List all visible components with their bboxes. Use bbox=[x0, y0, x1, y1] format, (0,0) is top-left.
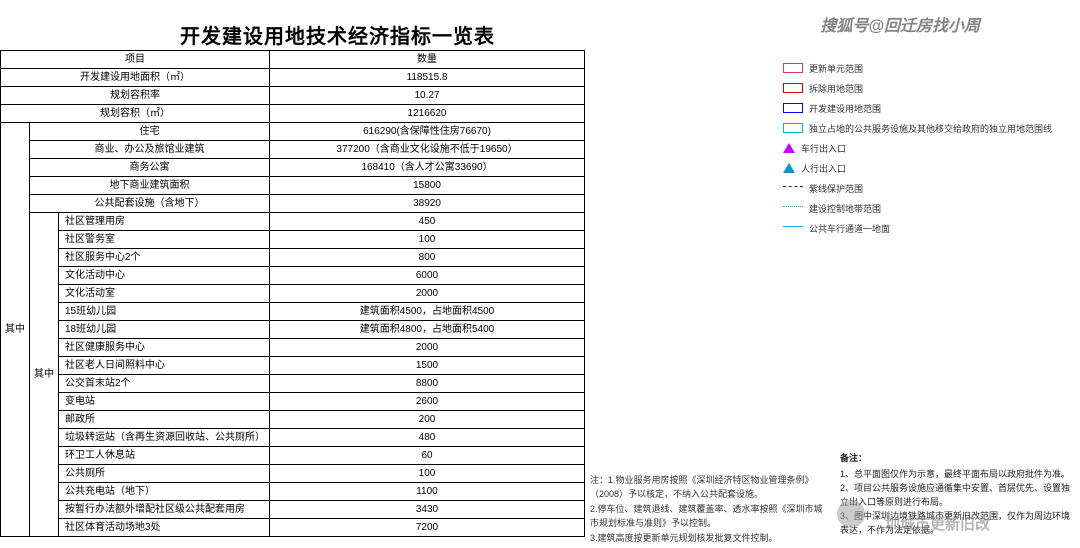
table-cell: 800 bbox=[270, 249, 585, 267]
footnote-line: 3.建筑高度按更新单元规划核发批复文件控制。 bbox=[590, 532, 830, 546]
legend-label: 开发建设用地范围 bbox=[809, 102, 881, 115]
table-cell: 15800 bbox=[270, 177, 585, 195]
table-cell: 数量 bbox=[270, 51, 585, 69]
table-cell: 2000 bbox=[270, 285, 585, 303]
table-cell: 变电站 bbox=[59, 393, 270, 411]
legend-item: 开发建设用地范围 bbox=[783, 98, 1052, 118]
indicators-table: 项目数量开发建设用地面积（㎡）118515.8规划容积率10.27规划容积（㎡）… bbox=[0, 50, 585, 537]
legend-swatch bbox=[783, 103, 803, 113]
table-cell: 规划容积（㎡） bbox=[1, 105, 270, 123]
table-cell: 社区体育活动场地3处 bbox=[59, 519, 270, 537]
table-cell: 公共充电站（地下） bbox=[59, 483, 270, 501]
legend-label: 拆除用地范围 bbox=[809, 82, 863, 95]
legend-swatch bbox=[783, 63, 803, 73]
legend-swatch bbox=[783, 226, 803, 236]
table-cell: 38920 bbox=[270, 195, 585, 213]
legend-item: 紫线保护范围 bbox=[783, 178, 1052, 198]
legend: 更新单元范围拆除用地范围开发建设用地范围独立占地的公共服务设施及其他移交给政府的… bbox=[783, 58, 1052, 238]
table-cell: 10.27 bbox=[270, 87, 585, 105]
table-cell: 建筑面积4500，占地面积4500 bbox=[270, 303, 585, 321]
table-cell: 其中 bbox=[1, 123, 30, 537]
table-cell: 建筑面积4800，占地面积5400 bbox=[270, 321, 585, 339]
legend-swatch bbox=[783, 83, 803, 93]
remark-heading: 备注： bbox=[840, 452, 1070, 466]
watermark: 搜狐号@回迁房找小周 bbox=[820, 12, 980, 36]
table-cell: 邮政所 bbox=[59, 411, 270, 429]
table-cell: 377200（含商业文化设施不低于19650） bbox=[270, 141, 585, 159]
table-cell: 450 bbox=[270, 213, 585, 231]
legend-label: 公共车行通道一地面 bbox=[809, 222, 890, 235]
legend-label: 车行出入口 bbox=[801, 142, 846, 155]
legend-item: 建设控制地带范围 bbox=[783, 198, 1052, 218]
legend-item: 公共车行通道一地面 bbox=[783, 218, 1052, 238]
table-cell: 社区健康服务中心 bbox=[59, 339, 270, 357]
legend-swatch bbox=[783, 206, 803, 216]
table-cell: 7200 bbox=[270, 519, 585, 537]
wechat-icon bbox=[837, 500, 865, 528]
table-cell: 公共厕所 bbox=[59, 465, 270, 483]
table-cell: 2600 bbox=[270, 393, 585, 411]
table-cell: 社区老人日间照料中心 bbox=[59, 357, 270, 375]
footnote-line: 2.停车位、建筑退线、建筑覆盖率、透水率按照《深圳市城市规划标准与准则》予以控制… bbox=[590, 503, 830, 530]
table-cell: 开发建设用地面积（㎡） bbox=[1, 69, 270, 87]
table-cell: 其中 bbox=[30, 213, 59, 537]
table-cell: 项目 bbox=[1, 51, 270, 69]
table-cell: 公交首末站2个 bbox=[59, 375, 270, 393]
legend-item: 车行出入口 bbox=[783, 138, 1052, 158]
legend-swatch bbox=[783, 163, 795, 173]
legend-item: 更新单元范围 bbox=[783, 58, 1052, 78]
footnote-line: 注：1.物业服务用房按照《深圳经济特区物业管理条例》（2008）予以核定，不纳入… bbox=[590, 474, 830, 501]
legend-label: 人行出入口 bbox=[801, 162, 846, 175]
table-cell: 社区警务室 bbox=[59, 231, 270, 249]
table-cell: 480 bbox=[270, 429, 585, 447]
legend-swatch bbox=[783, 186, 803, 196]
table-cell: 15班幼儿园 bbox=[59, 303, 270, 321]
table-cell: 8800 bbox=[270, 375, 585, 393]
table-cell: 住宅 bbox=[30, 123, 270, 141]
table-cell: 60 bbox=[270, 447, 585, 465]
table-cell: 2000 bbox=[270, 339, 585, 357]
table-cell: 公共配套设施（含地下） bbox=[30, 195, 270, 213]
table-cell: 环卫工人休息站 bbox=[59, 447, 270, 465]
table-cell: 6000 bbox=[270, 267, 585, 285]
table-cell: 118515.8 bbox=[270, 69, 585, 87]
page-title: 开发建设用地技术经济指标一览表 bbox=[180, 20, 495, 49]
table-cell: 200 bbox=[270, 411, 585, 429]
table-cell: 垃圾转运站（含再生资源回收站、公共厕所） bbox=[59, 429, 270, 447]
legend-item: 拆除用地范围 bbox=[783, 78, 1052, 98]
table-cell: 18班幼儿园 bbox=[59, 321, 270, 339]
remark-line: 2、项目公共服务设施应通循集中安置、首层优先、设置独立出入口等原则进行布局。 bbox=[840, 482, 1070, 510]
legend-label: 建设控制地带范围 bbox=[809, 202, 881, 215]
table-cell: 规划容积率 bbox=[1, 87, 270, 105]
table-cell: 文化活动中心 bbox=[59, 267, 270, 285]
table-cell: 616290(含保障性住房76670) bbox=[270, 123, 585, 141]
table-cell: 3430 bbox=[270, 501, 585, 519]
table-cell: 168410（含人才公寓33690） bbox=[270, 159, 585, 177]
remark-line: 1、总平面图仅作为示意，最终平面布局以政府批件为准。 bbox=[840, 468, 1070, 482]
table-cell: 社区服务中心2个 bbox=[59, 249, 270, 267]
footnotes: 注：1.物业服务用房按照《深圳经济特区物业管理条例》（2008）予以核定，不纳入… bbox=[590, 474, 830, 548]
legend-item: 独立占地的公共服务设施及其他移交给政府的独立用地范围线 bbox=[783, 118, 1052, 138]
table-cell: 商业、办公及旅馆业建筑 bbox=[30, 141, 270, 159]
table-cell: 100 bbox=[270, 231, 585, 249]
table-cell: 1100 bbox=[270, 483, 585, 501]
legend-item: 人行出入口 bbox=[783, 158, 1052, 178]
table-cell: 地下商业建筑面积 bbox=[30, 177, 270, 195]
legend-label: 独立占地的公共服务设施及其他移交给政府的独立用地范围线 bbox=[809, 122, 1052, 135]
legend-swatch bbox=[783, 143, 795, 153]
legend-label: 紫线保护范围 bbox=[809, 182, 863, 195]
table-cell: 1500 bbox=[270, 357, 585, 375]
table-cell: 社区管理用房 bbox=[59, 213, 270, 231]
table-cell: 按暂行办法额外增配社区级公共配套用房 bbox=[59, 501, 270, 519]
sub-watermark: 圳城市更新旧改 bbox=[885, 513, 990, 534]
table-cell: 100 bbox=[270, 465, 585, 483]
table-cell: 商务公寓 bbox=[30, 159, 270, 177]
legend-swatch bbox=[783, 123, 803, 133]
table-cell: 1216620 bbox=[270, 105, 585, 123]
legend-label: 更新单元范围 bbox=[809, 62, 863, 75]
table-cell: 文化活动室 bbox=[59, 285, 270, 303]
